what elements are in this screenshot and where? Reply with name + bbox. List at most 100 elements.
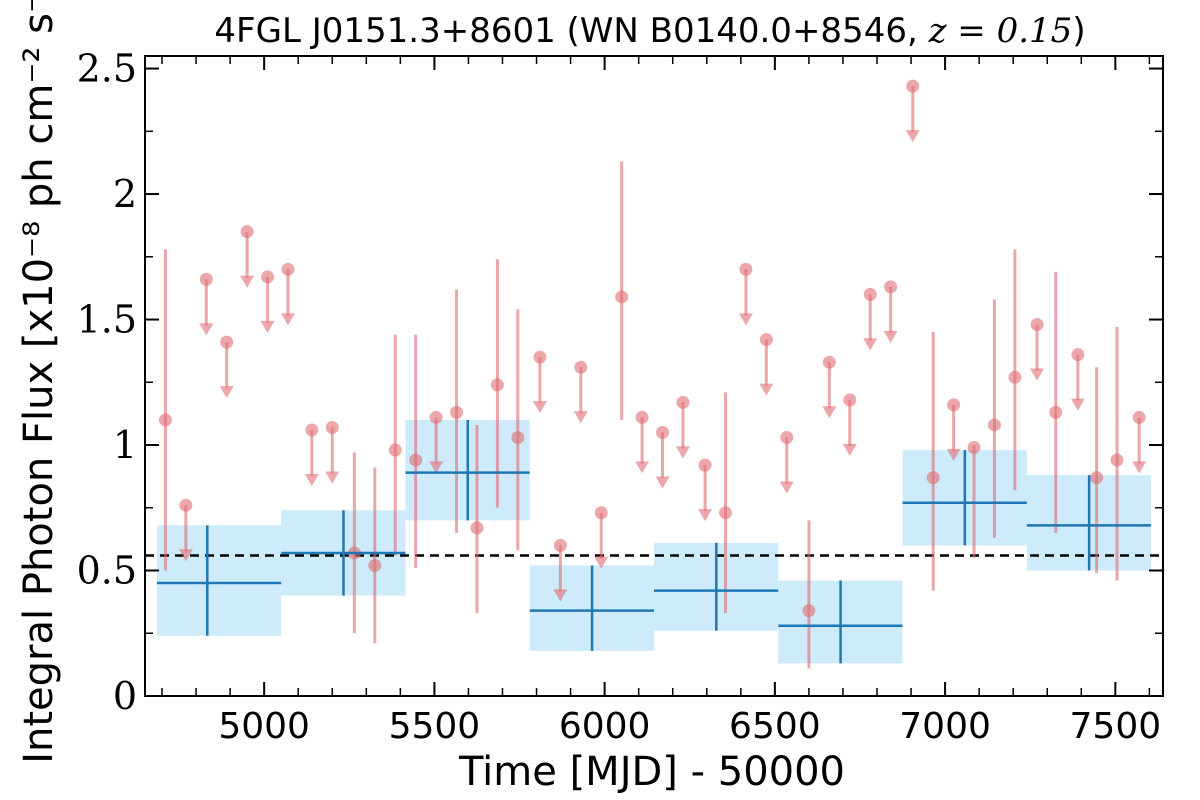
bin-uncertainty-band bbox=[156, 525, 282, 636]
detection-point bbox=[470, 521, 484, 535]
chart-title-suffix: ) bbox=[1072, 11, 1085, 51]
upper-limit-arrowhead bbox=[863, 338, 878, 351]
upper-limit-point bbox=[199, 272, 213, 286]
upper-limit-point bbox=[574, 360, 588, 374]
binned-flux-bands bbox=[156, 419, 1152, 664]
upper-limit-arrowhead bbox=[280, 313, 295, 326]
upper-limit-arrowhead bbox=[429, 461, 444, 474]
upper-limit-arrowhead bbox=[1030, 368, 1045, 381]
y-tick-labels: 0 0.5 1 1.5 2 2.5 bbox=[77, 47, 137, 718]
y-tick-label: 1.5 bbox=[77, 298, 137, 342]
x-tick-label: 6000 bbox=[559, 706, 651, 747]
upper-limit-arrowhead bbox=[260, 320, 275, 333]
upper-limit-arrowhead bbox=[594, 556, 609, 569]
upper-limit-point bbox=[780, 430, 794, 444]
upper-limit-point bbox=[843, 393, 857, 407]
upper-limit-arrowhead bbox=[883, 330, 898, 343]
upper-limit-arrowhead bbox=[842, 443, 857, 456]
upper-limit-point bbox=[759, 333, 773, 347]
upper-limit-point bbox=[305, 423, 319, 437]
detection-point bbox=[368, 558, 382, 572]
upper-limit-arrowhead bbox=[178, 549, 193, 562]
detection-point bbox=[450, 405, 464, 419]
upper-limit-arrowhead bbox=[905, 130, 920, 143]
upper-limit-point bbox=[553, 538, 567, 552]
upper-limit-arrowhead bbox=[325, 471, 340, 484]
upper-limit-point bbox=[906, 79, 920, 93]
upper-limit-point bbox=[656, 425, 670, 439]
upper-limit-arrowhead bbox=[553, 589, 568, 602]
y-tick-label: 1 bbox=[113, 423, 137, 467]
binned-flux-points bbox=[156, 419, 1152, 664]
chart-title-redshift: z = 0.15 bbox=[928, 11, 1073, 51]
upper-limit-point bbox=[220, 335, 234, 349]
upper-limit-arrowhead bbox=[759, 383, 774, 396]
detection-point bbox=[511, 430, 525, 444]
upper-limit-point bbox=[594, 506, 608, 520]
detection-point bbox=[1090, 471, 1104, 485]
upper-limit-arrowhead bbox=[655, 476, 670, 489]
y-tick-label: 0.5 bbox=[77, 549, 137, 593]
upper-limit-point bbox=[325, 420, 339, 434]
upper-limit-point bbox=[884, 280, 898, 294]
upper-limit-point bbox=[635, 410, 649, 424]
y-tick-label: 2.5 bbox=[77, 47, 137, 91]
detection-point bbox=[718, 506, 732, 520]
detection-point bbox=[409, 453, 423, 467]
upper-limit-point bbox=[676, 395, 690, 409]
upper-limit-arrowhead bbox=[779, 481, 794, 494]
upper-limit-arrowhead bbox=[1070, 398, 1085, 411]
upper-limit-point bbox=[863, 287, 877, 301]
upper-limit-point bbox=[698, 458, 712, 472]
upper-limit-arrowhead bbox=[1132, 461, 1147, 474]
detection-point bbox=[1008, 370, 1022, 384]
detection-point bbox=[615, 290, 629, 304]
upper-limit-arrowhead bbox=[219, 386, 234, 399]
upper-limit-point bbox=[739, 262, 753, 276]
upper-limit-arrowhead bbox=[199, 323, 214, 336]
y-axis-label: Integral Photon Flux [x10⁻⁸ ph cm⁻² s⁻¹] bbox=[16, 0, 62, 764]
upper-limit-point bbox=[179, 498, 193, 512]
detection-point bbox=[1110, 453, 1124, 467]
detection-point bbox=[158, 413, 172, 427]
detection-point bbox=[967, 441, 981, 455]
upper-limit-point bbox=[533, 350, 547, 364]
x-tick-label: 5500 bbox=[389, 706, 481, 747]
upper-limit-point bbox=[240, 225, 254, 239]
upper-limit-arrowhead bbox=[635, 461, 650, 474]
x-tick-labels: 5000 5500 6000 6500 7000 7500 bbox=[218, 706, 1161, 747]
y-tick-label: 0 bbox=[113, 674, 137, 718]
y-tick-label: 2 bbox=[113, 172, 137, 216]
upper-limit-point bbox=[1030, 318, 1044, 332]
upper-limit-arrowhead bbox=[946, 448, 961, 461]
upper-limit-arrowhead bbox=[675, 446, 690, 459]
upper-limit-arrowhead bbox=[532, 401, 547, 414]
chart-title-prefix: 4FGL J0151.3+8601 (WN B0140.0+8546, bbox=[214, 11, 928, 51]
upper-limit-point bbox=[281, 262, 295, 276]
detection-point bbox=[926, 471, 940, 485]
chart-title: 4FGL J0151.3+8601 (WN B0140.0+8546, z = … bbox=[214, 11, 1085, 51]
upper-limit-arrowhead bbox=[240, 275, 255, 288]
upper-limit-point bbox=[429, 410, 443, 424]
upper-limit-arrowhead bbox=[573, 411, 588, 424]
detection-point bbox=[388, 443, 402, 457]
x-tick-label: 7000 bbox=[899, 706, 991, 747]
upper-limit-point bbox=[1132, 410, 1146, 424]
upper-limit-point bbox=[1071, 348, 1085, 362]
upper-limit-arrowhead bbox=[698, 509, 713, 522]
x-tick-label: 6500 bbox=[729, 706, 821, 747]
x-axis-label: Time [MJD] - 50000 bbox=[458, 749, 845, 795]
plot-frame bbox=[144, 55, 1164, 697]
upper-limit-point bbox=[261, 270, 275, 284]
detection-point bbox=[802, 604, 816, 618]
detection-point bbox=[987, 418, 1001, 432]
upper-limit-arrowhead bbox=[304, 473, 319, 486]
upper-limit-arrowhead bbox=[822, 406, 837, 419]
flux-points-layer bbox=[158, 79, 1147, 669]
upper-limit-point bbox=[947, 398, 961, 412]
upper-limit-arrowhead bbox=[738, 313, 753, 326]
detection-point bbox=[1049, 405, 1063, 419]
upper-limit-point bbox=[822, 355, 836, 369]
x-tick-label: 7500 bbox=[1070, 706, 1162, 747]
